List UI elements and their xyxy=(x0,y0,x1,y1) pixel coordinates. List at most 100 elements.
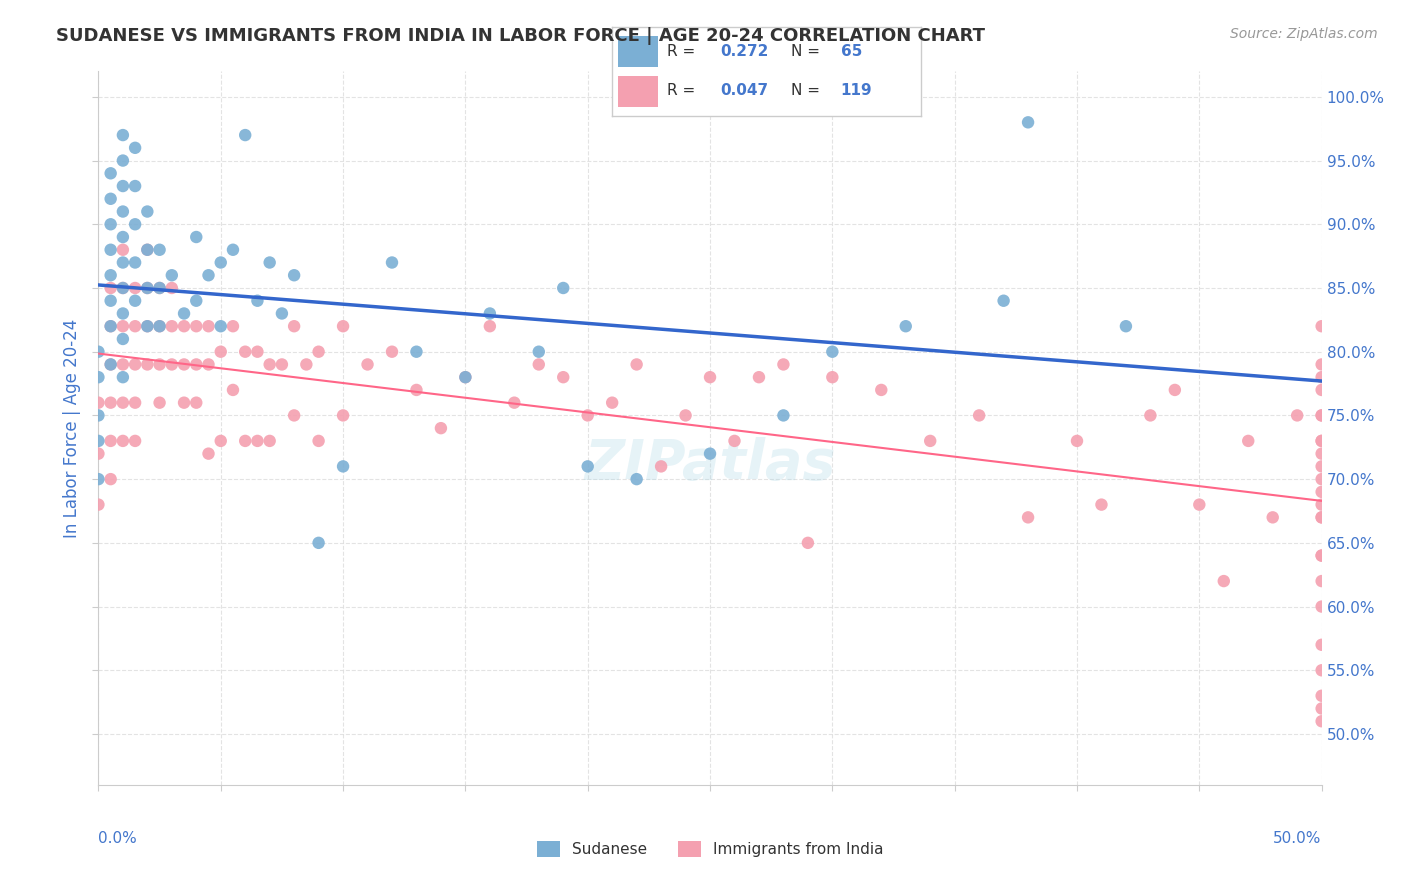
Point xyxy=(209,319,232,334)
Point xyxy=(197,268,219,283)
Point xyxy=(1310,638,1333,652)
Text: 50.0%: 50.0% xyxy=(1274,831,1322,846)
Point xyxy=(160,319,183,334)
Point xyxy=(87,409,110,423)
Point xyxy=(124,217,146,231)
Point xyxy=(124,395,146,409)
Point xyxy=(1237,434,1260,448)
Text: N =: N = xyxy=(792,84,825,98)
Point xyxy=(111,281,134,295)
Point xyxy=(111,306,134,320)
Point xyxy=(87,498,110,512)
Text: 0.047: 0.047 xyxy=(720,84,768,98)
Point xyxy=(1310,484,1333,499)
Point xyxy=(1310,599,1333,614)
Point xyxy=(332,459,354,474)
Point xyxy=(111,255,134,269)
Point xyxy=(149,243,172,257)
Point xyxy=(246,434,269,448)
Point xyxy=(124,179,146,194)
Point xyxy=(1310,434,1333,448)
Point xyxy=(233,344,256,359)
Point xyxy=(527,358,550,372)
Text: R =: R = xyxy=(668,84,700,98)
Point xyxy=(1310,472,1333,486)
Point xyxy=(650,459,672,474)
Point xyxy=(111,332,134,346)
Point xyxy=(111,370,134,384)
Text: 0.272: 0.272 xyxy=(720,45,768,59)
Point xyxy=(1066,434,1088,448)
Point xyxy=(160,281,183,295)
Point xyxy=(149,319,172,334)
Text: 65: 65 xyxy=(841,45,862,59)
Point xyxy=(160,358,183,372)
Point xyxy=(1310,510,1333,524)
Point xyxy=(870,383,893,397)
Point xyxy=(173,319,195,334)
Text: N =: N = xyxy=(792,45,825,59)
Point xyxy=(308,344,330,359)
Point xyxy=(283,319,305,334)
Point xyxy=(1310,689,1333,703)
Point xyxy=(1310,447,1333,461)
Point xyxy=(111,128,134,142)
Point xyxy=(149,358,172,372)
Point xyxy=(100,217,122,231)
Point xyxy=(149,281,172,295)
Point xyxy=(1310,701,1333,715)
Legend: Sudanese, Immigrants from India: Sudanese, Immigrants from India xyxy=(530,835,890,863)
Point xyxy=(1310,714,1333,729)
Point xyxy=(124,434,146,448)
Point xyxy=(405,344,427,359)
Point xyxy=(100,166,122,180)
Point xyxy=(967,409,990,423)
Point xyxy=(1310,409,1333,423)
Point xyxy=(136,204,159,219)
Point xyxy=(100,268,122,283)
Point xyxy=(1310,319,1333,334)
Point xyxy=(111,230,134,244)
Point xyxy=(100,358,122,372)
Point xyxy=(699,370,721,384)
Point xyxy=(197,358,219,372)
Point xyxy=(332,319,354,334)
Point xyxy=(920,434,942,448)
Text: ZIPatlas: ZIPatlas xyxy=(585,437,835,491)
Point xyxy=(173,358,195,372)
Point xyxy=(295,358,318,372)
Point xyxy=(100,395,122,409)
Point xyxy=(332,409,354,423)
Point xyxy=(186,319,208,334)
Point xyxy=(100,243,122,257)
Point xyxy=(100,434,122,448)
Point xyxy=(124,255,146,269)
Point xyxy=(136,243,159,257)
Point xyxy=(430,421,453,435)
Point xyxy=(111,179,134,194)
Point xyxy=(100,319,122,334)
Point xyxy=(136,358,159,372)
Point xyxy=(503,395,526,409)
Point xyxy=(454,370,477,384)
Point xyxy=(186,358,208,372)
Point xyxy=(308,536,330,550)
Point xyxy=(259,255,281,269)
Point xyxy=(308,434,330,448)
Point xyxy=(1188,498,1211,512)
Point xyxy=(1310,383,1333,397)
Point xyxy=(1090,498,1112,512)
Point xyxy=(283,268,305,283)
Point xyxy=(600,395,623,409)
Point xyxy=(1310,510,1333,524)
Point xyxy=(1310,663,1333,677)
Point xyxy=(136,281,159,295)
Text: R =: R = xyxy=(668,45,700,59)
Point xyxy=(111,243,134,257)
Point xyxy=(111,434,134,448)
Point xyxy=(405,383,427,397)
Point xyxy=(454,370,477,384)
Point xyxy=(1115,319,1137,334)
Point xyxy=(124,293,146,308)
Point xyxy=(124,358,146,372)
